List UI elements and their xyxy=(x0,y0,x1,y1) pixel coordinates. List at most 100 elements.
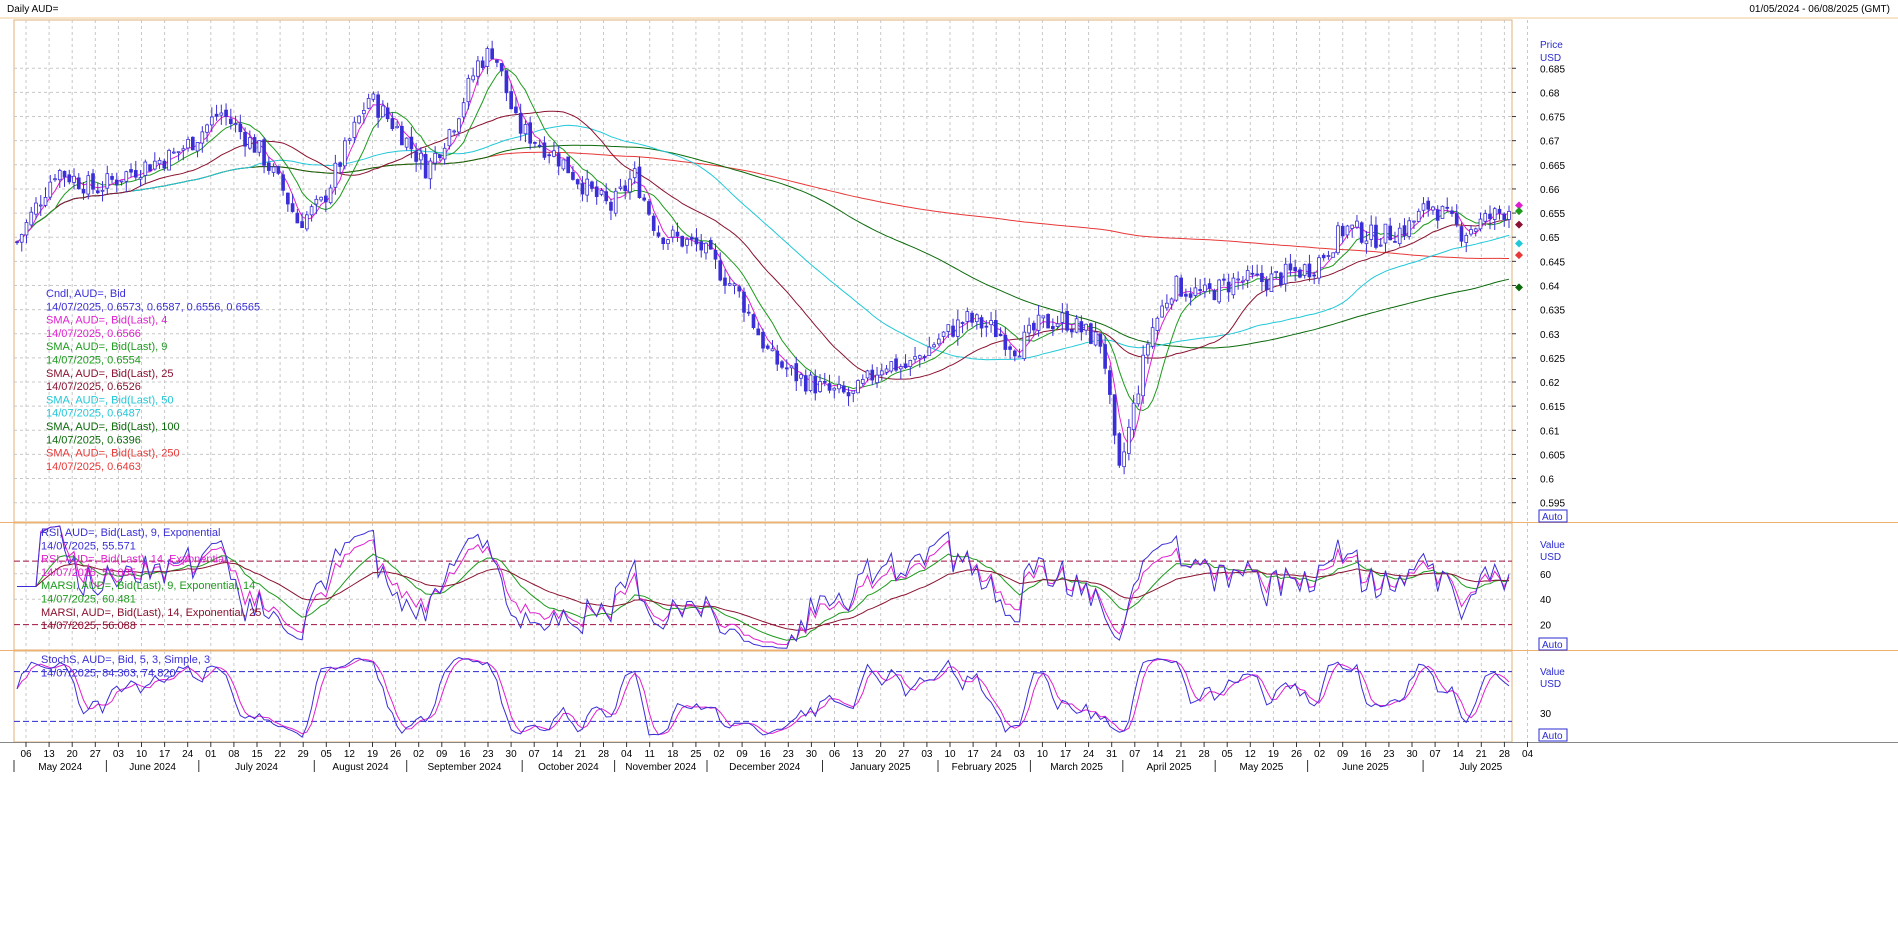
candle xyxy=(1473,227,1478,237)
candle xyxy=(1497,205,1502,220)
x-day-label: 21 xyxy=(575,749,587,760)
price-tick-label: 0.635 xyxy=(1540,306,1565,317)
candle xyxy=(1464,232,1469,253)
legend-entry: 14/07/2025, 0.6526 xyxy=(46,381,141,393)
candle xyxy=(276,165,281,176)
candle xyxy=(542,136,547,160)
candle xyxy=(48,174,53,201)
sma9-marker xyxy=(1515,207,1523,216)
legend-entry: 14/07/2025, 0.6573, 0.6587, 0.6556, 0.65… xyxy=(46,301,260,313)
sma100-line xyxy=(16,144,1510,349)
candle xyxy=(1141,345,1145,404)
candle xyxy=(661,237,666,250)
candle xyxy=(105,165,110,195)
x-day-label: 31 xyxy=(1106,749,1118,760)
rsi-auto-label: Auto xyxy=(1542,640,1563,651)
candle xyxy=(1032,320,1036,337)
candle xyxy=(219,104,224,125)
candle xyxy=(628,170,632,200)
candle xyxy=(694,228,699,252)
price-tick-label: 0.675 xyxy=(1540,113,1565,124)
candle xyxy=(1127,419,1131,461)
candle xyxy=(699,233,704,258)
candle xyxy=(300,212,304,229)
x-day-label: 24 xyxy=(1083,749,1095,760)
candle xyxy=(1065,303,1069,333)
candle xyxy=(1431,205,1435,215)
rsi-legend-entry: 14/07/2025, 56.088 xyxy=(41,620,136,632)
candle xyxy=(176,151,181,161)
candle xyxy=(1193,277,1198,299)
x-day-label: 02 xyxy=(413,749,425,760)
candle xyxy=(1136,385,1141,407)
candle xyxy=(200,126,205,153)
price-tick-label: 0.61 xyxy=(1540,426,1560,437)
candle xyxy=(518,103,523,141)
rsi-tick-label: 40 xyxy=(1540,595,1552,606)
sma4-marker xyxy=(1515,201,1523,210)
candle xyxy=(556,145,561,176)
candle xyxy=(224,103,228,126)
candle xyxy=(955,309,960,346)
candle xyxy=(1122,442,1126,475)
x-day-label: 03 xyxy=(113,749,125,760)
candle xyxy=(466,74,471,110)
candle xyxy=(371,91,376,102)
x-day-label: 07 xyxy=(1430,749,1442,760)
candle xyxy=(504,70,509,102)
candle xyxy=(305,211,309,232)
price-tick-label: 0.685 xyxy=(1540,64,1565,75)
candle xyxy=(1274,270,1278,280)
candle xyxy=(984,320,989,337)
price-tick-label: 0.67 xyxy=(1540,137,1560,148)
candle xyxy=(632,161,637,185)
price-tick-label: 0.68 xyxy=(1540,88,1560,99)
candle xyxy=(1488,205,1492,230)
candle xyxy=(1355,215,1359,230)
x-day-label: 17 xyxy=(968,749,980,760)
legend-entry: 14/07/2025, 0.6463 xyxy=(46,461,141,473)
candle xyxy=(917,354,922,368)
candle xyxy=(433,146,437,171)
candle xyxy=(499,63,504,77)
legend-entry: SMA, AUD=, Bid(Last), 100 xyxy=(46,421,180,433)
legend-entry: SMA, AUD=, Bid(Last), 50 xyxy=(46,394,173,406)
candle xyxy=(324,189,328,213)
candle xyxy=(590,180,594,192)
x-day-label: 07 xyxy=(529,749,541,760)
candle xyxy=(195,142,200,158)
candle xyxy=(209,107,214,133)
stoch-d-line xyxy=(16,658,1510,736)
price-axis-title: Price xyxy=(1540,40,1563,51)
x-month-label: July 2025 xyxy=(1459,762,1502,773)
candle xyxy=(1478,212,1483,232)
x-day-label: 02 xyxy=(1314,749,1326,760)
candle xyxy=(1279,271,1283,288)
candle xyxy=(1036,305,1041,337)
auto-button xyxy=(1538,509,1568,523)
candle xyxy=(414,142,418,172)
rsi-auto-button xyxy=(1538,637,1568,651)
candle xyxy=(613,187,618,217)
x-day-label: 15 xyxy=(251,749,263,760)
candle xyxy=(267,156,271,175)
price-tick-label: 0.66 xyxy=(1540,185,1560,196)
x-day-label: 10 xyxy=(136,749,148,760)
candle xyxy=(946,324,951,338)
legend-entry: SMA, AUD=, Bid(Last), 4 xyxy=(46,315,167,327)
candle xyxy=(1507,205,1511,229)
candle xyxy=(618,178,623,191)
candle xyxy=(1174,275,1179,302)
x-day-label: 23 xyxy=(1383,749,1395,760)
candle xyxy=(1459,222,1464,247)
candle xyxy=(447,128,452,150)
x-day-label: 18 xyxy=(667,749,679,760)
x-month-label: June 2024 xyxy=(129,762,176,773)
x-day-label: 06 xyxy=(20,749,32,760)
legend-entry: 14/07/2025, 0.6396 xyxy=(46,434,141,446)
candle xyxy=(718,252,723,282)
candle xyxy=(1003,327,1008,357)
candle xyxy=(53,173,57,182)
candle xyxy=(604,183,609,205)
